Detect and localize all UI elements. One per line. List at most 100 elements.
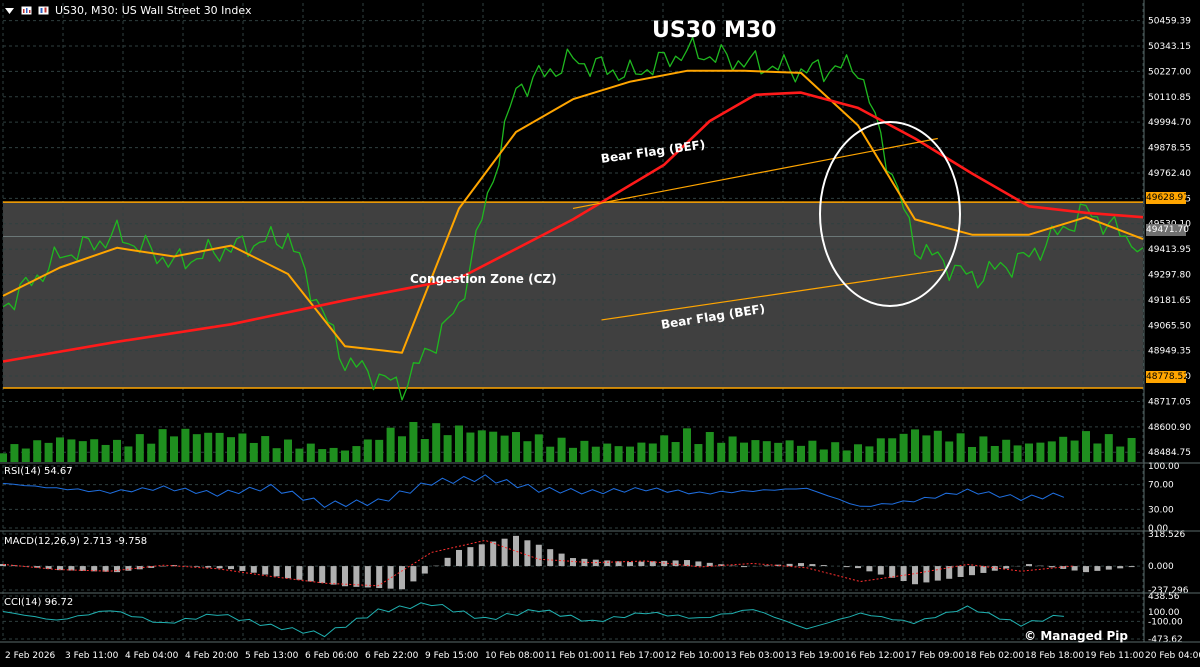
congestion-zone — [3, 202, 1143, 389]
macd-bar — [262, 566, 269, 575]
cci-tick-label: 438.56 — [1148, 592, 1180, 602]
volume-bar — [1013, 445, 1022, 462]
volume-bar — [888, 438, 897, 462]
volume-bar — [284, 439, 292, 462]
price-tick-label: 49065.50 — [1148, 321, 1191, 331]
macd-bar — [444, 557, 451, 567]
macd-bar — [410, 566, 417, 582]
x-tick-label: 18 Feb 18:00 — [1025, 651, 1084, 661]
macd-tick-label: -237.296 — [1148, 586, 1189, 596]
x-tick-label: 4 Feb 04:00 — [125, 651, 179, 661]
volume-bar — [147, 443, 156, 462]
volume-bar — [181, 428, 190, 462]
rsi-tick-label: 30.00 — [1148, 505, 1174, 515]
macd-bar — [615, 561, 622, 567]
macd-bar — [57, 566, 63, 571]
macd-bar — [467, 547, 474, 567]
macd-bar — [741, 566, 747, 568]
volume-bar — [1116, 446, 1125, 462]
volume-bar — [455, 425, 463, 462]
macd-bar — [456, 549, 462, 567]
volume-bar — [375, 439, 384, 462]
price-tick-label: 49994.70 — [1148, 118, 1191, 128]
macd-label: MACD(12,26,9) 2.713 -9.758 — [4, 536, 148, 547]
x-tick-label: 16 Feb 12:00 — [845, 651, 904, 661]
volume-bar — [705, 432, 714, 462]
rsi-line — [2, 474, 1065, 509]
macd-bar — [786, 563, 793, 567]
candles-icon[interactable] — [38, 5, 49, 16]
macd-bar — [1094, 566, 1101, 571]
volume-bar — [717, 442, 726, 462]
x-tick-label: 11 Feb 17:00 — [605, 651, 664, 661]
volume-bar — [124, 446, 133, 462]
volume-bar — [101, 444, 110, 462]
price-tick-label: 49181.65 — [1148, 296, 1191, 306]
volume-bar — [740, 442, 748, 462]
macd-bar — [649, 561, 656, 567]
price-tick-label: 48484.75 — [1148, 448, 1191, 458]
price-tick-label: 48717.05 — [1148, 397, 1191, 407]
volume-bar — [249, 442, 258, 462]
volume-bar — [113, 439, 121, 462]
x-tick-label: 20 Feb 04:00 — [1145, 651, 1200, 661]
volume-bar — [854, 444, 862, 462]
macd-bar — [809, 564, 816, 567]
volume-bar — [78, 441, 87, 462]
rsi-tick-label: 100.00 — [1148, 462, 1180, 472]
macd-bar — [798, 563, 804, 567]
x-tick-label: 17 Feb 09:00 — [905, 651, 964, 661]
x-tick-label: 6 Feb 06:00 — [305, 651, 359, 661]
volume-bar — [1093, 443, 1102, 462]
volume-bar — [44, 442, 53, 462]
volume-bar — [911, 429, 919, 462]
volume-bar — [523, 441, 532, 462]
macd-bar — [216, 566, 223, 569]
x-tick-label: 18 Feb 02:00 — [965, 651, 1024, 661]
volume-bar — [318, 449, 327, 462]
volume-bar — [295, 448, 304, 462]
dropdown-arrow-icon[interactable] — [4, 5, 15, 16]
volume-bar — [831, 442, 840, 462]
bars-icon[interactable] — [21, 5, 32, 16]
macd-bar — [923, 566, 930, 583]
volume-bar — [933, 430, 942, 462]
price-tick-label: 50459.39 — [1148, 17, 1191, 27]
volume-bar — [626, 446, 634, 462]
macd-bar — [421, 566, 428, 574]
volume-bar — [899, 433, 908, 462]
volume-bar — [386, 427, 395, 462]
volume-bar — [990, 445, 999, 462]
macd-bar — [946, 566, 953, 579]
macd-bar — [1083, 566, 1089, 573]
macd-bar — [718, 564, 725, 567]
volume-bar — [534, 434, 543, 462]
macd-bar — [957, 566, 964, 577]
volume-bar — [1002, 439, 1011, 462]
volume-bar — [922, 435, 931, 462]
macd-bar — [547, 549, 554, 567]
volume-bar — [683, 428, 691, 462]
macd-bar — [775, 564, 782, 567]
macd-bar — [91, 566, 98, 572]
volume-bar — [774, 442, 783, 462]
volume-bar — [67, 439, 76, 462]
macd-bar — [1105, 566, 1112, 570]
volume-bar — [842, 450, 851, 462]
macd-bar — [1048, 566, 1055, 568]
volume-bar — [90, 439, 99, 462]
macd-bar — [171, 565, 177, 567]
volume-bar — [409, 421, 418, 462]
volume-bar — [637, 442, 646, 462]
volume-bar — [1059, 436, 1068, 462]
x-tick-label: 3 Feb 11:00 — [65, 651, 119, 661]
volume-bar — [10, 444, 19, 462]
series-ma-fast — [2, 69, 1144, 354]
volume-bar — [557, 437, 566, 462]
volume-bar — [1104, 434, 1113, 462]
macd-bar — [68, 566, 75, 571]
credit-text: © Managed Pip — [1024, 629, 1128, 643]
macd-bar — [45, 566, 52, 569]
price-tick-label: 50343.15 — [1148, 42, 1191, 52]
volume-bar — [227, 437, 235, 462]
